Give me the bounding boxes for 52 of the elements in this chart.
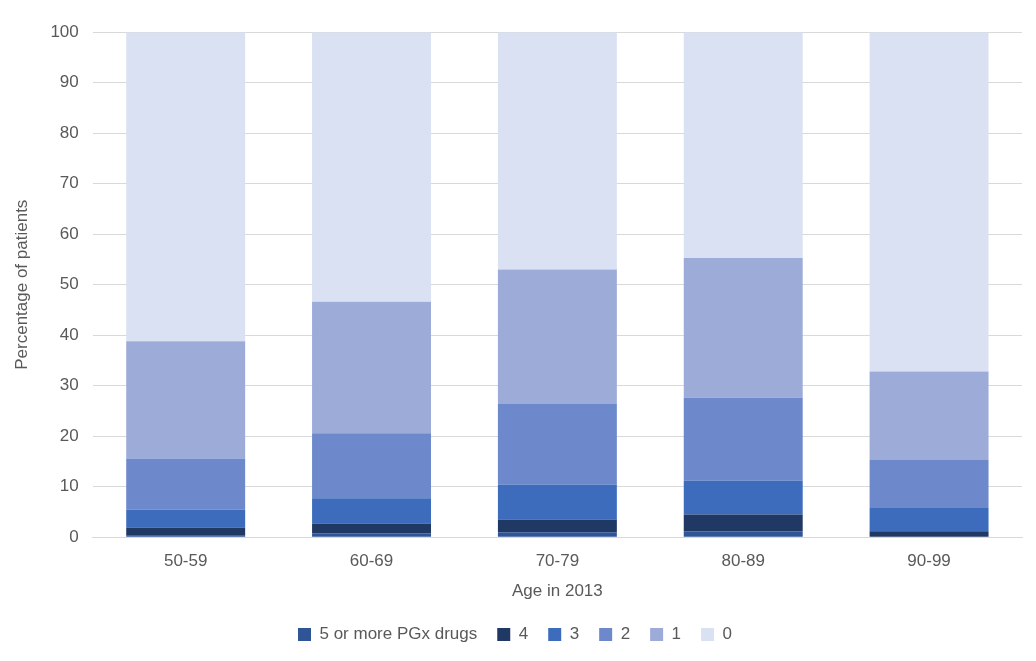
y-tick-label: 90: [59, 72, 79, 92]
legend-label: 3: [569, 624, 580, 644]
bar: [126, 341, 246, 459]
y-tick-label: 10: [59, 476, 79, 496]
y-tick-label: 70: [59, 173, 79, 193]
bar: [126, 527, 246, 536]
bar: [683, 514, 803, 532]
bar: [683, 257, 803, 398]
bar: [683, 32, 803, 258]
y-tick-label: 100: [50, 21, 79, 41]
y-tick-label: 50: [59, 274, 79, 294]
bar: [312, 433, 432, 499]
bar: [497, 269, 617, 404]
bar: [869, 459, 989, 508]
x-axis-title: Age in 2013: [512, 581, 603, 601]
bar: [312, 533, 432, 537]
legend-label: 4: [518, 624, 529, 644]
bar: [126, 458, 246, 510]
bar: [683, 397, 803, 481]
x-tick-label: 70-79: [535, 551, 580, 571]
y-tick-label: 30: [59, 375, 79, 395]
bar: [497, 32, 617, 270]
bar: [497, 403, 617, 485]
y-tick-label: 60: [59, 223, 79, 243]
bar: [497, 519, 617, 533]
legend-label: 0: [722, 624, 733, 644]
bar: [497, 532, 617, 537]
bar: [126, 32, 246, 342]
bar: [312, 523, 432, 534]
bar: [869, 32, 989, 372]
bar: [869, 531, 989, 537]
bar: [869, 371, 989, 460]
y-tick-label: 80: [59, 122, 79, 142]
bar: [312, 32, 432, 302]
bar: [683, 480, 803, 515]
legend-label: 2: [620, 624, 631, 644]
bar: [683, 531, 803, 537]
y-axis-title: Percentage of patients: [11, 199, 31, 370]
x-tick-label: 80-89: [721, 551, 765, 571]
bar: [312, 498, 432, 524]
bar: [869, 507, 989, 532]
x-tick-label: 50-59: [163, 551, 208, 571]
y-tick-label: 0: [69, 526, 79, 546]
x-tick-label: 60-69: [349, 551, 394, 571]
x-tick-label: 90-99: [907, 551, 951, 571]
bar: [126, 509, 246, 528]
legend-label: 5 or more PGx drugs: [319, 624, 478, 644]
bar: [312, 301, 432, 434]
y-tick-label: 20: [59, 425, 79, 445]
bar: [497, 484, 617, 520]
legend-label: 1: [671, 624, 682, 644]
y-tick-label: 40: [59, 324, 79, 344]
